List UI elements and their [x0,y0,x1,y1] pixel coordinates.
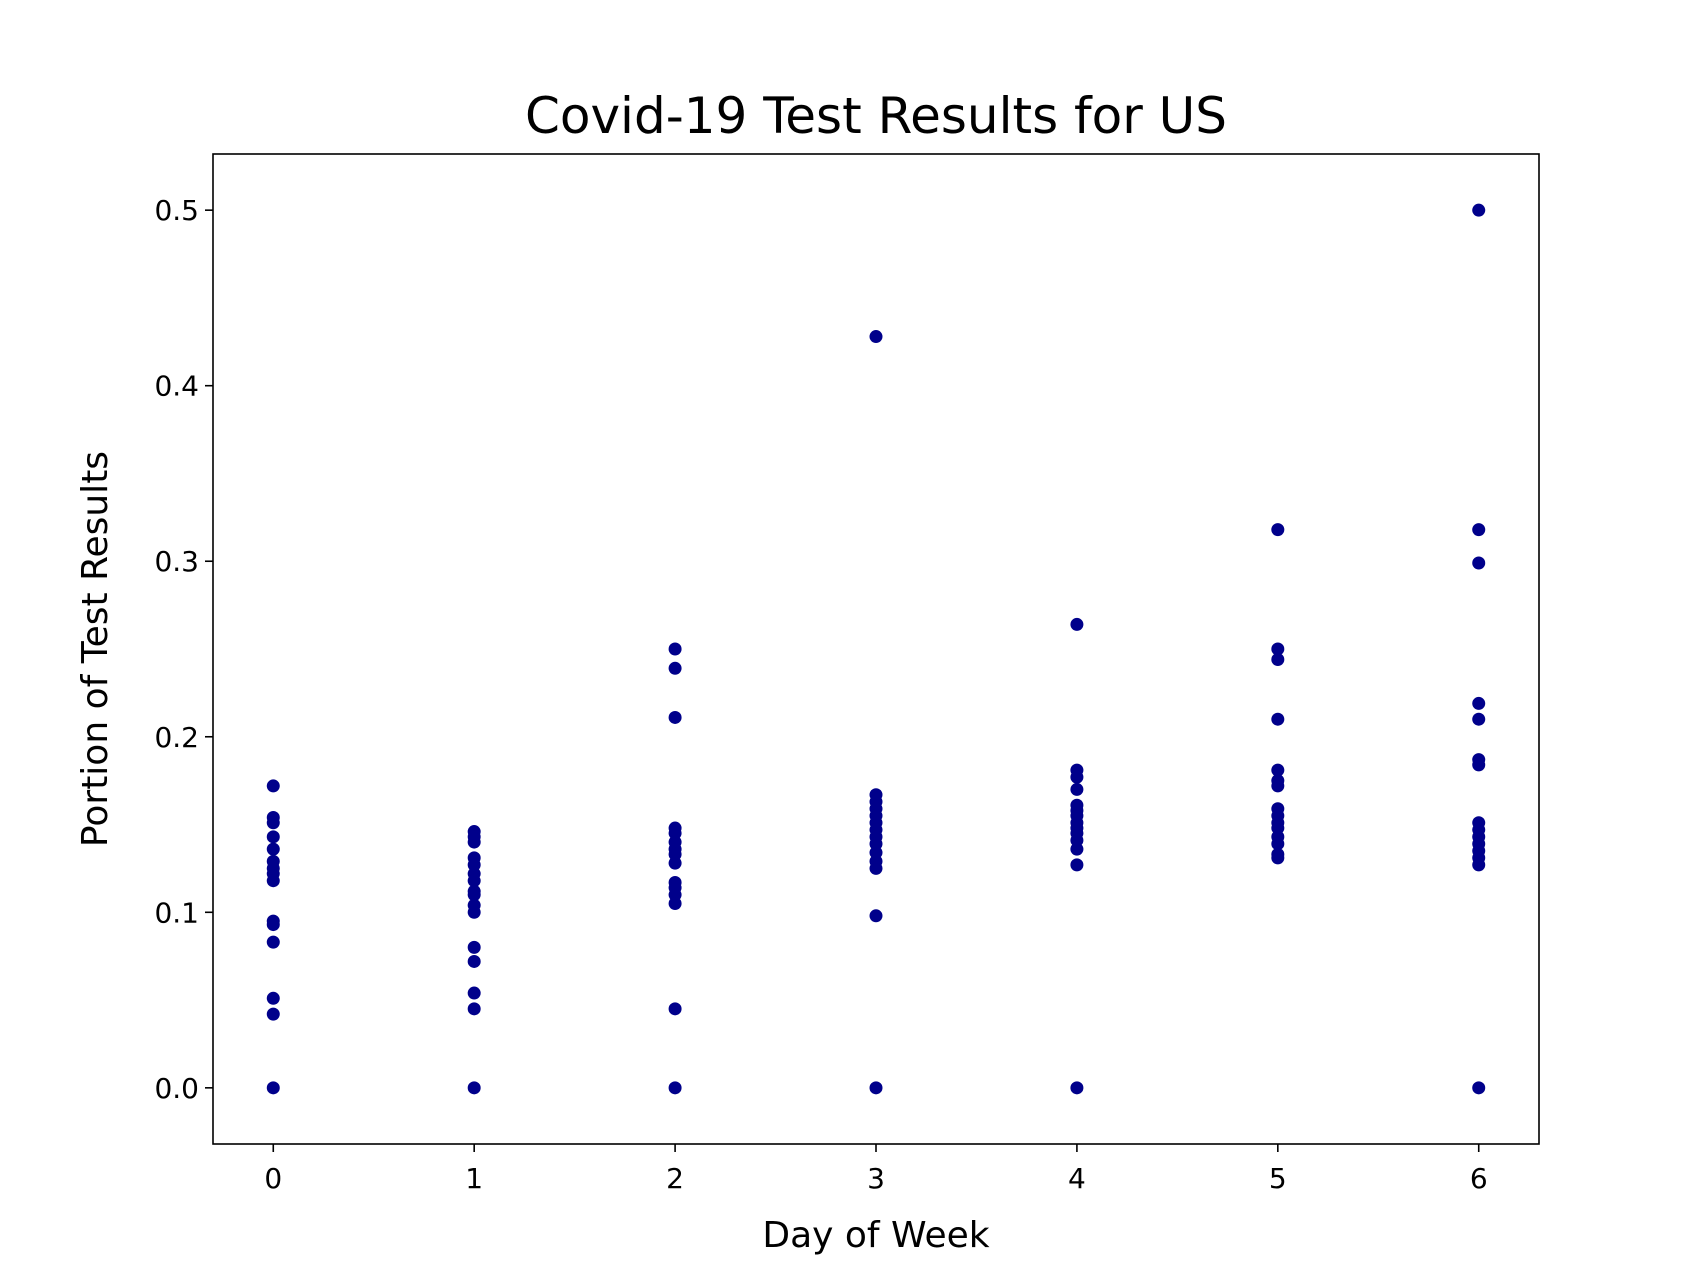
data-point [467,835,481,849]
data-point [668,1002,682,1016]
data-point [467,905,481,919]
data-point [266,935,280,949]
data-point [266,1007,280,1021]
x-tick-label: 4 [1068,1162,1086,1195]
data-point [1472,758,1486,772]
data-point [1271,763,1285,777]
data-point [1070,770,1084,784]
data-point [668,642,682,656]
data-points [266,203,1486,1095]
data-point [266,830,280,844]
data-point [467,940,481,954]
data-point [467,986,481,1000]
data-point [1070,782,1084,796]
data-point [1271,837,1285,851]
x-tick-label: 0 [264,1162,282,1195]
data-point [266,1081,280,1095]
data-point [266,842,280,856]
data-point [467,1002,481,1016]
data-point [1271,653,1285,667]
data-point [1070,617,1084,631]
data-point [1472,696,1486,710]
data-point [467,954,481,968]
x-tick-label: 2 [666,1162,684,1195]
data-point [1472,556,1486,570]
data-point [668,856,682,870]
data-point [1472,1081,1486,1095]
x-axis-label: Day of Week [762,1215,989,1256]
data-point [266,918,280,932]
data-point [1271,851,1285,865]
chart-title: Covid-19 Test Results for US [525,87,1227,145]
data-point [1070,1081,1084,1095]
data-point [1271,712,1285,726]
data-point [869,861,883,875]
x-axis-ticks: 0 1 2 3 4 5 6 [264,1144,1488,1195]
data-point [668,661,682,675]
x-tick-label: 1 [465,1162,483,1195]
data-point [668,1081,682,1095]
y-tick-label: 0.1 [154,896,199,929]
data-point [467,888,481,902]
data-point [869,1081,883,1095]
data-point [266,991,280,1005]
y-tick-label: 0.3 [154,545,199,578]
data-point [1070,858,1084,872]
data-point [1472,203,1486,217]
data-point [1271,642,1285,656]
data-point [869,330,883,344]
data-point [266,779,280,793]
y-tick-label: 0.0 [154,1072,199,1105]
data-point [1271,523,1285,537]
x-tick-label: 3 [867,1162,885,1195]
y-tick-label: 0.4 [154,370,199,403]
data-point [1472,858,1486,872]
data-point [1070,842,1084,856]
data-point [467,874,481,888]
y-axis-label: Portion of Test Results [75,451,116,847]
x-tick-label: 5 [1269,1162,1287,1195]
data-point [266,816,280,830]
y-tick-label: 0.2 [154,721,199,754]
y-tick-label: 0.5 [154,194,199,227]
data-point [668,897,682,911]
data-point [1472,712,1486,726]
y-axis-ticks: 0.0 0.1 0.2 0.3 0.4 0.5 [154,194,213,1105]
data-point [668,710,682,724]
data-point [1472,523,1486,537]
data-point [266,874,280,888]
data-point [467,1081,481,1095]
data-point [1271,779,1285,793]
x-tick-label: 6 [1470,1162,1488,1195]
data-point [869,909,883,923]
